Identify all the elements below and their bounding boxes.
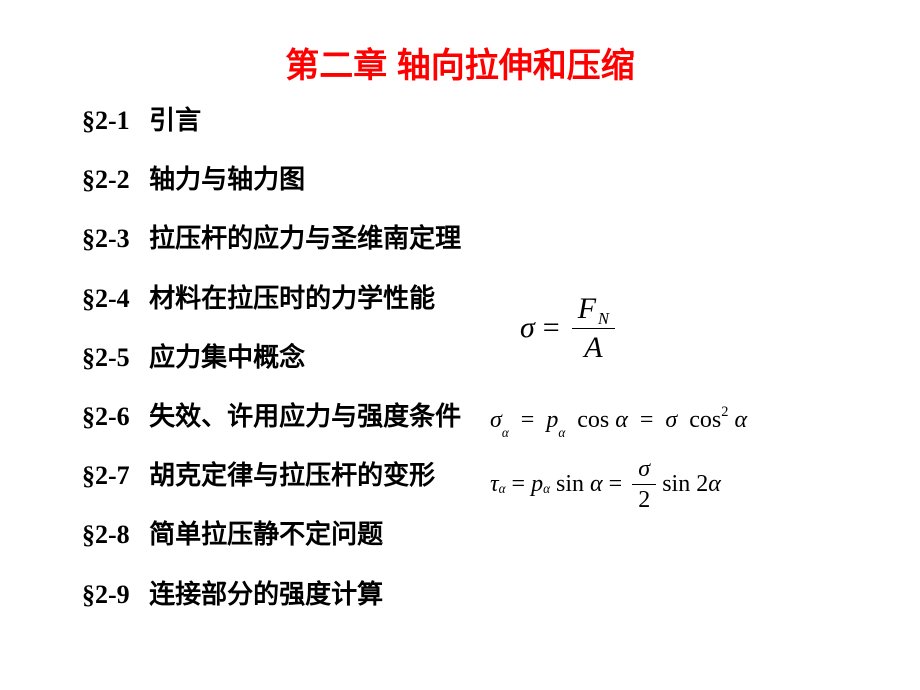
toc-item: §2-5 应力集中概念 [82, 342, 920, 373]
fraction-denominator: 2 [632, 485, 656, 515]
symbol-tau: τ [490, 471, 499, 498]
toc-num: §2-8 [82, 520, 130, 549]
fraction: FN A [572, 290, 615, 366]
toc-label: 应力集中概念 [149, 343, 305, 372]
toc-num: §2-5 [82, 343, 130, 372]
toc-item: §2-8 简单拉压静不定问题 [82, 519, 920, 550]
toc-label: 引言 [149, 106, 201, 135]
toc-item: §2-9 连接部分的强度计算 [82, 579, 920, 610]
subscript-alpha: α [499, 481, 506, 497]
fraction-denominator: A [578, 329, 608, 367]
toc-label: 材料在拉压时的力学性能 [149, 284, 435, 313]
subscript-alpha: α [543, 481, 550, 497]
symbol-alpha: α [734, 407, 747, 433]
toc-num: §2-4 [82, 284, 130, 313]
symbol-alpha: α [708, 471, 721, 498]
literal-2: 2 [696, 471, 708, 498]
toc-item: §2-4 材料在拉压时的力学性能 [82, 283, 920, 314]
symbol-p: p [546, 407, 558, 433]
toc-list: §2-1 引言 §2-2 轴力与轴力图 §2-3 拉压杆的应力与圣维南定理 §2… [0, 105, 920, 610]
superscript-2: 2 [721, 404, 728, 420]
formula-sigma-alpha: σα = pα cosα = σ cos2α [490, 406, 747, 437]
toc-num: §2-9 [82, 580, 130, 609]
chapter-title: 第二章 轴向拉伸和压缩 [0, 0, 920, 105]
equals-sign: = [521, 407, 535, 433]
toc-num: §2-3 [82, 224, 130, 253]
toc-num: §2-1 [82, 106, 130, 135]
subscript-alpha: α [502, 425, 509, 440]
fraction-numerator: FN [572, 290, 615, 328]
toc-item: §2-3 拉压杆的应力与圣维南定理 [82, 223, 920, 254]
formula-tau-alpha: τα = pα sinα = σ 2 sin2α [490, 454, 721, 515]
toc-item: §2-1 引言 [82, 105, 920, 136]
equals-sign: = [640, 407, 654, 433]
symbol-p: p [531, 471, 543, 498]
fraction: σ 2 [632, 454, 656, 515]
fn-cos: cos [689, 407, 721, 433]
toc-num: §2-6 [82, 402, 130, 431]
formula-sigma-FN-over-A: σ = FN A [520, 290, 615, 366]
toc-num: §2-7 [82, 461, 130, 490]
subscript-N: N [598, 309, 609, 328]
equals-sign: = [512, 471, 526, 498]
equals-sign: = [543, 311, 560, 345]
equals-sign: = [609, 471, 623, 498]
symbol-sigma: σ [520, 311, 535, 345]
toc-num: §2-2 [82, 165, 130, 194]
fn-sin: sin [556, 471, 584, 498]
toc-label: 连接部分的强度计算 [149, 580, 383, 609]
symbol-sigma: σ [490, 407, 502, 433]
fraction-numerator: σ [632, 454, 656, 484]
fn-sin: sin [662, 471, 690, 498]
symbol-alpha: α [590, 471, 603, 498]
toc-item: §2-2 轴力与轴力图 [82, 164, 920, 195]
symbol-F: F [578, 292, 596, 325]
symbol-sigma: σ [665, 407, 677, 433]
toc-label: 简单拉压静不定问题 [149, 520, 383, 549]
symbol-alpha: α [615, 407, 628, 433]
toc-label: 轴力与轴力图 [149, 165, 305, 194]
toc-label: 失效、许用应力与强度条件 [149, 402, 461, 431]
toc-label: 拉压杆的应力与圣维南定理 [149, 224, 461, 253]
toc-label: 胡克定律与拉压杆的变形 [149, 461, 435, 490]
subscript-alpha: α [558, 425, 565, 440]
fn-cos: cos [577, 407, 609, 433]
